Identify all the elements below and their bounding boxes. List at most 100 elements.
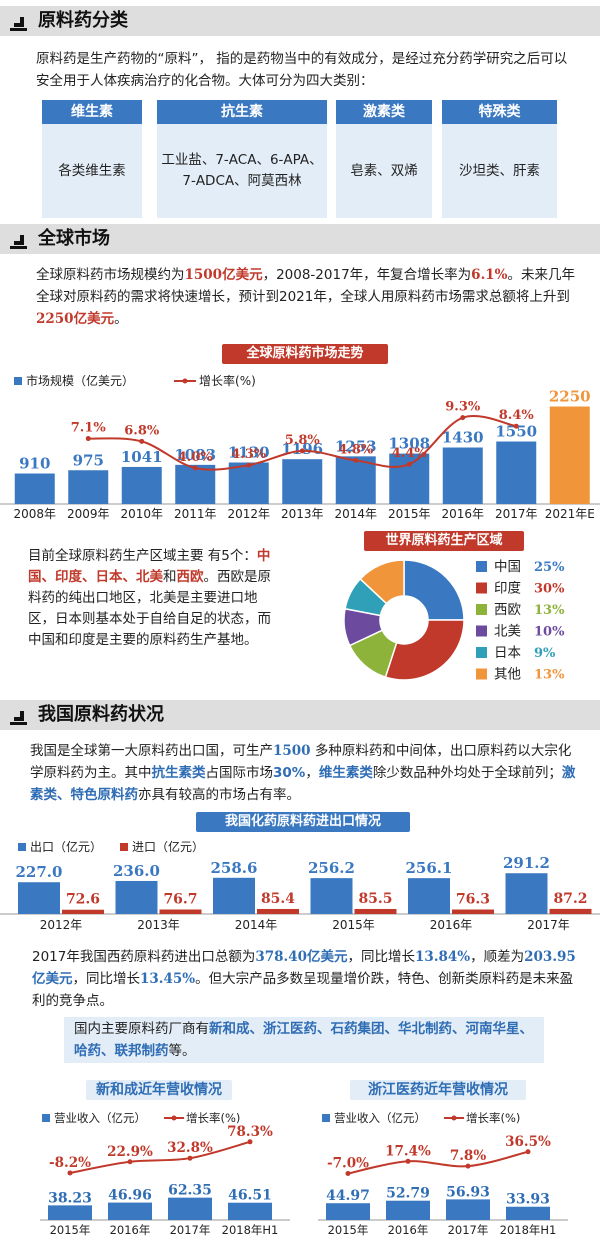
import-bar [549,908,592,914]
legend-label: 增长率(%) [186,1111,241,1125]
global-intro: 全球原料药市场规模约为1500亿美元，2008-2017年，年复合增长率为6.1… [36,264,576,330]
xinhecheng-revenue-chart: 38.23 2015年 46.96 2016年 62.35 2017年 46.51 2018年… [40,1124,290,1237]
import-bar [354,908,397,914]
highlight: 203.95亿美元 [32,949,576,987]
category-content: 各类维生素 [58,162,126,179]
growth-rate-point [345,1171,351,1176]
legend-label: 营业收入（亿元） [334,1111,426,1125]
growth-rate-point [139,438,145,444]
growth-rate-label: 7.8% [450,1148,486,1164]
x-tick-label: 2013年 [281,507,324,521]
text: 。未来几年全球对原料药的需求将快速增长，预计到2021年，全球人用原料药市场需求… [36,267,575,305]
x-tick-label: 2018年H1 [500,1223,557,1237]
legend-line-icon [444,1115,464,1121]
classification-intro: 原料药是生产药物的“原料”， 指的是药物当中的有效成分，是经过充分药学研究之后可… [36,51,568,89]
revenue-value-label: 33.93 [506,1192,550,1208]
import-bar [257,908,299,914]
legend-label: 印度 [494,581,521,597]
category-name: 抗生素 [157,100,327,124]
x-tick-label: 2017年 [495,507,538,521]
highlight: 抗生素类 [151,765,206,781]
region-pie-chart: 中国 25% 印度 30% 西欧 13% 北美 10% 日本 9% 其他 13% [343,559,565,683]
export-bar [505,873,548,914]
growth-rate-point [465,1163,471,1169]
import-value-label: 76.7 [163,891,197,907]
import-bar [62,909,104,914]
text: 我国是全球第一大原料药出口国，可生产 [30,743,273,759]
legend-label: 增长率(%) [199,374,256,388]
growth-rate-point [192,465,198,471]
arrow-down-right-icon [9,230,27,249]
region-text: 目前全球原料药生产区域主要 有5个：中国、印度、日本、北美和西欧。西欧是原料药的… [28,546,282,651]
export-value-label: 256.2 [308,859,355,877]
growth-rate-point [460,415,466,421]
cagr: 6.1% [471,267,508,283]
category-vitamin: 维生素 各类维生素 [42,100,142,218]
legend-label: 西欧 [494,602,522,618]
bar-value-label: 1550 [495,423,537,441]
growth-rate-label: 17.4% [385,1143,431,1159]
text: 除少数品种外均处于全球前列； [372,765,562,781]
pie-slice [403,559,465,621]
export-bar [115,880,158,914]
bar-value-label: 1430 [442,429,484,447]
highlight: 13.45% [140,971,196,987]
revenue-bar [108,1202,152,1220]
import-bar [452,909,494,914]
text: 。 [114,311,128,327]
chart-legend: 营业收入（亿元） 增长率(%) [322,1110,520,1126]
legend-swatch [120,842,129,851]
legend-value: 13% [534,603,565,618]
china-trade-text: 2017年我国西药原料药进出口总额为378.40亿美元，同比增长13.84%，顺… [32,946,580,1012]
x-tick-label: 2016年 [430,918,473,932]
x-tick-label: 2010年 [120,507,163,521]
category-special: 特殊类 沙坦类、肝素 [442,100,557,218]
text: ，同比增长 [72,971,141,987]
text: ，2008-2017年，年复合增长率为 [262,267,472,283]
export-value-label: 227.0 [16,863,63,881]
highlight: 30% [273,765,306,781]
growth-rate-label: 4.3% [231,447,267,462]
text: 2017年我国西药原料药进出口总额为 [32,949,256,965]
chart-legend: 出口（亿元） 进口（亿元） [18,838,204,855]
section-title: 全球市场 [38,228,110,249]
export-value-label: 291.2 [503,854,550,872]
bar [175,464,216,504]
revenue-bar [326,1203,370,1220]
text: 。西欧是原料药的纯出口地区，北美是主要进口地区，日本则基本处于自给自足的状态，而… [28,569,271,648]
legend-line-icon [164,1115,184,1121]
import-bar [159,909,202,914]
x-tick-label: 2012年 [227,507,270,521]
revenue-bar [386,1200,430,1220]
legend-swatch [14,376,22,385]
bar [442,447,483,504]
revenue-value-label: 52.79 [386,1186,430,1202]
growth-rate-label: 8.4% [499,408,535,423]
x-tick-label: 2018年H1 [222,1223,279,1237]
section-header-china: 我国原料药状况 [0,700,600,730]
revenue-bar [48,1205,92,1220]
growth-rate-point [406,461,412,467]
legend-value: 10% [534,625,565,640]
legend-label: 日本 [494,645,522,661]
arrow-down-right-icon [9,12,27,31]
growth-rate-point [525,1149,531,1155]
text: 和 [163,569,177,585]
text: 等。 [168,1043,196,1059]
highlight: 维生素类 [318,765,373,781]
arrow-down-right-icon [9,706,27,725]
pie-slice [359,559,405,605]
legend-label: 进口（亿元） [132,840,205,854]
legend-swatch [476,625,487,637]
section-title: 我国原料药状况 [38,704,164,725]
highlight: 1500 [273,743,311,759]
revenue-value-label: 46.96 [108,1188,152,1204]
market-size: 1500亿美元 [184,267,263,283]
growth-rate-label: 6.8% [124,423,160,438]
export-bar [18,882,60,914]
growth-rate-label: 9.3% [445,400,481,415]
legend-swatch [476,561,487,572]
text: 全球原料药市场规模约为 [36,267,185,283]
manufacturer-list: 新和成、浙江医药、石药集团、华北制药、河南华星、哈药、联邦制药 [74,1021,533,1059]
chart-title: 世界原料药生产区域 [364,531,524,551]
